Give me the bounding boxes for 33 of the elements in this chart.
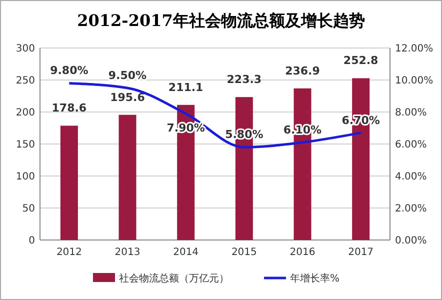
y-tick-label: 200 bbox=[16, 108, 35, 118]
data-label: 9.50% bbox=[108, 69, 147, 82]
y-tick-label: 100 bbox=[16, 172, 35, 182]
x-tick-label: 2014 bbox=[173, 247, 199, 258]
data-label: 211.1 bbox=[168, 80, 204, 94]
y-tick-label: 300 bbox=[16, 44, 35, 54]
y2-tick-label: 4.00% bbox=[395, 172, 427, 182]
data-label: 223.3 bbox=[226, 73, 262, 86]
y2-tick-label: 10.00% bbox=[395, 76, 434, 86]
legend-label: 社会物流总额（万亿元） bbox=[119, 272, 229, 284]
bar bbox=[60, 126, 78, 240]
y2-tick-label: 2.00% bbox=[395, 204, 427, 214]
x-tick-label: 2015 bbox=[231, 247, 257, 258]
bar bbox=[118, 114, 136, 240]
x-tick-label: 2016 bbox=[290, 247, 316, 258]
y-tick-label: 150 bbox=[16, 140, 35, 150]
data-label: 236.9 bbox=[285, 64, 320, 78]
y-tick-label: 0 bbox=[28, 236, 35, 246]
y-tick-label: 250 bbox=[16, 76, 35, 86]
y2-tick-label: 12.00% bbox=[395, 44, 434, 54]
data-label: 9.80% bbox=[50, 64, 88, 78]
data-label: 252.8 bbox=[343, 54, 378, 68]
y-tick-label: 50 bbox=[22, 204, 35, 214]
data-label: 178.6 bbox=[52, 102, 87, 115]
chart-title: 2012-2017年社会物流总额及增长趋势 bbox=[77, 11, 365, 30]
y2-tick-label: 0.00% bbox=[395, 236, 427, 246]
x-tick-label: 2017 bbox=[348, 247, 374, 258]
data-label: 195.6 bbox=[110, 90, 146, 104]
x-tick-label: 2013 bbox=[114, 247, 140, 258]
legend-label: 年增长率% bbox=[290, 272, 340, 284]
x-tick-label: 2012 bbox=[56, 247, 82, 258]
y2-tick-label: 6.00% bbox=[395, 140, 427, 150]
y2-tick-label: 8.00% bbox=[395, 108, 427, 118]
